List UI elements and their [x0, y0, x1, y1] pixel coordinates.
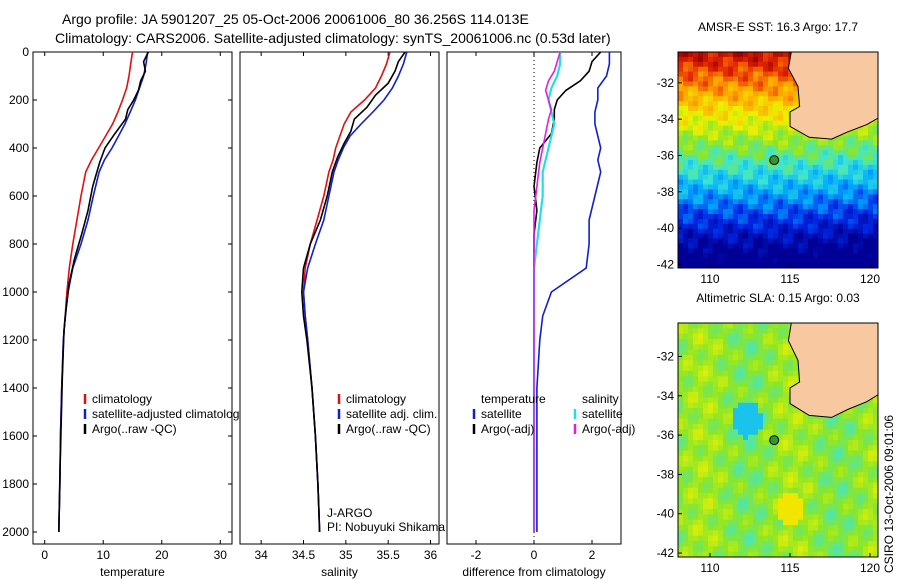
series-line-4	[533, 52, 561, 532]
y-tick-label: 200	[9, 93, 29, 107]
land-mass	[787, 323, 878, 418]
y-tick-label: -40	[657, 221, 675, 235]
land-mass	[787, 52, 878, 140]
float-position-marker	[769, 435, 780, 446]
x-tick-label: 115	[780, 561, 799, 575]
profile-panel-2: 34 34.5 35 35.5 36 salinity climatologysatelli…	[239, 51, 445, 579]
x-tick-label: 120	[860, 272, 880, 286]
x-tick-label: 30	[214, 548, 228, 562]
x-tick-label: 10	[97, 548, 111, 562]
legend-difference: temperature salinitysatelliteArgo(-adj)sa…	[472, 392, 635, 436]
profile-panel-1: 0 10 20 30 0 200 400 600 800 1000 1200 1400 1600 1800…	[2, 45, 245, 579]
x-tick-label: 34	[254, 548, 268, 562]
y-tick-label: -34	[657, 112, 675, 126]
y-tick-label: -34	[657, 389, 675, 403]
x-tick-label: 35.5	[377, 548, 401, 562]
y-tick-label: -32	[657, 349, 675, 363]
map-panel-sla: 110 115 120 -32 -34 -36 -38 -40 -42 Altimetric SL…	[657, 291, 881, 575]
legend-label: satellite adj. clim.	[346, 407, 437, 421]
x-tick-label: 120	[860, 561, 880, 575]
y-tick-label: 0	[22, 45, 29, 59]
x-tick-label: 2	[589, 548, 596, 562]
x-tick-label: 36	[424, 548, 438, 562]
legend-title-temperature: temperature	[481, 392, 546, 406]
credit-line1: J-ARGO	[327, 506, 372, 520]
y-tick-label: 800	[9, 237, 29, 251]
map-field	[678, 323, 878, 557]
legend-label: Argo(..raw -QC)	[92, 422, 177, 436]
y-tick-label: -32	[657, 76, 675, 90]
legend-title-salinity: salinity	[582, 392, 619, 406]
map-frame	[677, 322, 879, 558]
legend-label: satellite-adjusted climatology	[92, 407, 245, 421]
float-position-marker	[769, 155, 780, 166]
y-tick-label: 600	[9, 189, 29, 203]
profile-panel-3: -2 0 2 difference from climatology temperatu…	[446, 51, 635, 579]
x-tick-label: 115	[780, 272, 799, 286]
y-tick-label: 400	[9, 141, 29, 155]
y-tick-label: -36	[657, 148, 675, 162]
x-tick-label: 35	[339, 548, 353, 562]
x-tick-label: 0	[531, 548, 538, 562]
y-tick-label: 1000	[2, 285, 29, 299]
x-tick-label: 110	[700, 272, 719, 286]
legend-label: Argo(..raw -QC)	[346, 422, 431, 436]
y-tick-label: -42	[657, 546, 675, 560]
figure-title-line1: Argo profile: JA 5901207_25 05-Oct-2006 …	[62, 11, 529, 27]
y-tick-label: 1400	[2, 381, 29, 395]
y-tick-label: -36	[657, 428, 675, 442]
axes-frame	[239, 51, 440, 545]
map-title: Altimetric SLA: 0.15 Argo: 0.03	[696, 291, 860, 305]
map-title: AMSR-E SST: 16.3 Argo: 17.7	[698, 20, 858, 34]
x-tick-label: 0	[41, 548, 48, 562]
y-tick-label: 1600	[2, 429, 29, 443]
legend-label: satellite	[481, 407, 522, 421]
y-tick-label: -38	[657, 467, 675, 481]
y-tick-label: -40	[657, 507, 675, 521]
map-field	[678, 52, 878, 268]
figure-title-line2: Climatology: CARS2006. Satellite-adjuste…	[55, 30, 611, 46]
y-tick-label: -42	[657, 257, 675, 271]
series-line-3	[300, 52, 406, 533]
y-tick-label: 2000	[2, 525, 29, 539]
series-line-3	[58, 52, 150, 533]
y-tick-label: 1200	[2, 333, 29, 347]
legend-label: climatology	[346, 392, 406, 406]
legend-label: Argo(-adj)	[582, 422, 635, 436]
map-panel-sst: 110 115 120 -32 -34 -36 -38 -40 -42 AMSR-E SST: 1…	[657, 20, 881, 286]
legend-label: satellite	[582, 407, 623, 421]
legend-label: Argo(-adj)	[481, 422, 534, 436]
series-line-1	[536, 52, 611, 532]
x-tick-label: 110	[700, 561, 719, 575]
x-axis-label: temperature	[100, 565, 165, 579]
x-tick-label: 20	[155, 548, 169, 562]
x-axis-label: salinity	[321, 565, 358, 579]
y-tick-label: 1800	[2, 477, 29, 491]
x-axis-label: difference from climatology	[462, 565, 605, 579]
y-tick-label: -38	[657, 185, 675, 199]
legend-label: climatology	[92, 392, 152, 406]
credit-line2: PI: Nobuyuki Shikama	[327, 520, 445, 534]
map-frame	[677, 51, 879, 269]
side-timestamp: CSIRO 13-Oct-2006 09:01:06	[882, 415, 896, 573]
x-tick-label: 34.5	[292, 548, 316, 562]
x-tick-label: -2	[471, 548, 482, 562]
axes-frame	[32, 51, 233, 545]
